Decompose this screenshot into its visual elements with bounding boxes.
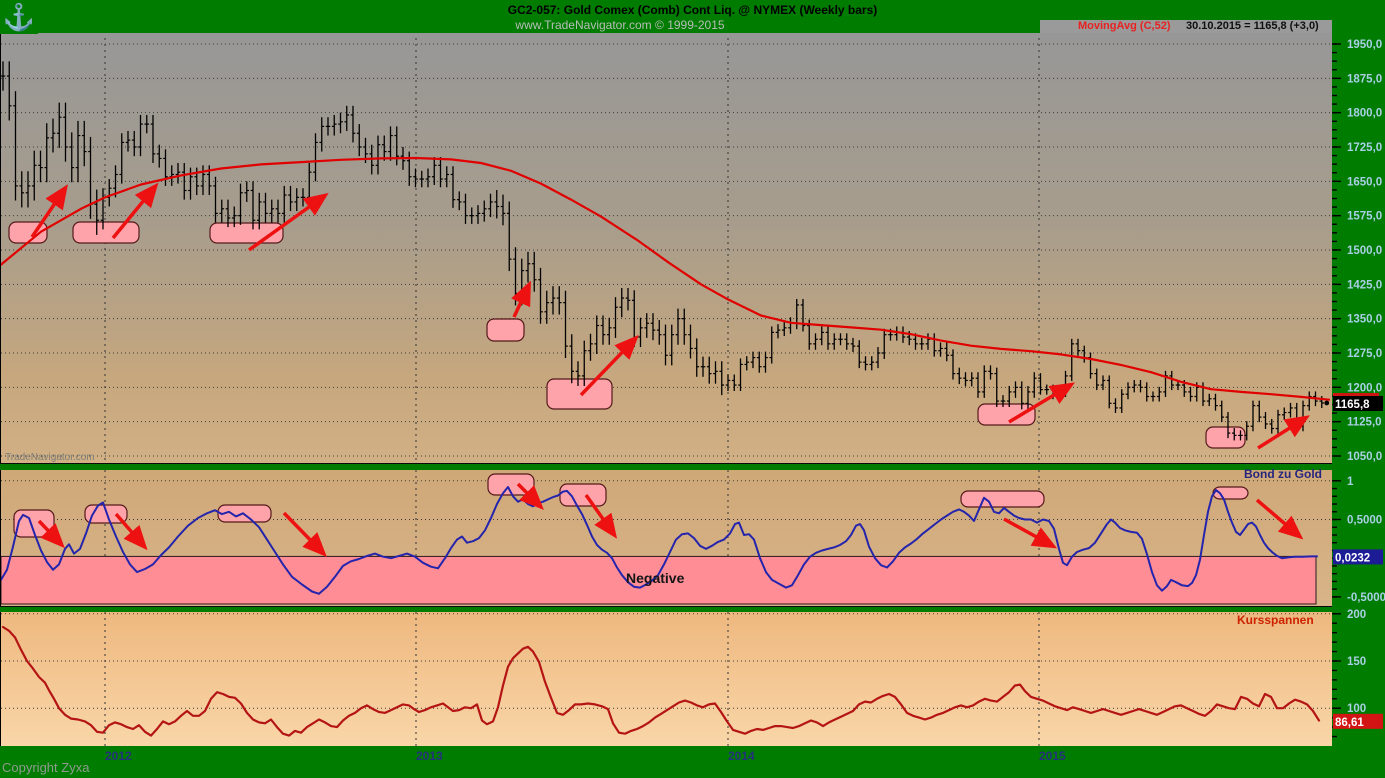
watermark: TradeNavigator.com [5, 452, 95, 463]
svg-text:1125,0: 1125,0 [1347, 417, 1382, 429]
price-chart[interactable] [1, 33, 1331, 463]
svg-text:1050,0: 1050,0 [1347, 451, 1382, 463]
copyright-text: Copyright Zyxa [2, 760, 90, 775]
axis-scale[interactable]: 1950,01875,01800,01725,01650,01575,01500… [1332, 0, 1385, 778]
chart-subtitle: www.TradeNavigator.com © 1999-2015 [515, 18, 725, 32]
moving-average-legend[interactable]: MovingAvg (C,52) [1078, 20, 1171, 32]
price-panel[interactable]: TradeNavigator.com [0, 33, 1333, 463]
price-axis[interactable]: 1950,0 1875,0 1800,0 1725,0 1650,0 1575,0 1500… [1332, 0, 1385, 778]
svg-text:1165,8: 1165,8 [1335, 399, 1370, 411]
bond-gold-panel[interactable]: Bond zu Gold Negative [0, 467, 1333, 606]
svg-text:1275,0: 1275,0 [1347, 348, 1382, 360]
svg-text:200: 200 [1347, 609, 1366, 621]
svg-text:1500,0: 1500,0 [1347, 245, 1382, 257]
year-label: 2013 [416, 749, 443, 763]
svg-text:150: 150 [1347, 656, 1366, 668]
kursspannen-chart[interactable] [1, 612, 1331, 746]
svg-text:1575,0: 1575,0 [1347, 211, 1382, 223]
legend-bar: MovingAvg (C,52) 30.10.2015 = 1165,8 (+3… [1040, 20, 1332, 33]
bond-gold-chart[interactable] [1, 470, 1331, 606]
chart-header: GC2-057: Gold Comex (Comb) Cont Liq. @ N… [0, 0, 1385, 33]
svg-text:0,5000: 0,5000 [1347, 515, 1382, 527]
svg-text:100: 100 [1347, 703, 1366, 715]
svg-text:1800,0: 1800,0 [1347, 108, 1382, 120]
svg-text:1950,0: 1950,0 [1347, 39, 1382, 51]
last-bar-status: 30.10.2015 = 1165,8 (+3,0) [1186, 20, 1319, 32]
svg-text:1725,0: 1725,0 [1347, 142, 1382, 154]
svg-text:1875,0: 1875,0 [1347, 73, 1382, 85]
year-label: 2012 [105, 749, 132, 763]
anchor-logo-icon: ⚓ [0, 0, 38, 34]
svg-text:-0,5000: -0,5000 [1347, 592, 1385, 604]
svg-text:1425,0: 1425,0 [1347, 279, 1382, 291]
svg-text:1: 1 [1347, 476, 1354, 488]
kursspannen-panel[interactable]: Kursspannen [0, 612, 1333, 746]
svg-text:86,61: 86,61 [1335, 717, 1364, 729]
bond-zu-gold-label[interactable]: Bond zu Gold [1244, 467, 1322, 481]
svg-text:1350,0: 1350,0 [1347, 314, 1382, 326]
negative-zone-label: Negative [626, 570, 685, 586]
year-label: 2014 [728, 749, 755, 763]
kursspannen-label[interactable]: Kursspannen [1237, 613, 1314, 627]
svg-text:1650,0: 1650,0 [1347, 176, 1382, 188]
chart-title: GC2-057: Gold Comex (Comb) Cont Liq. @ N… [507, 3, 878, 17]
svg-text:1200,0: 1200,0 [1347, 382, 1382, 394]
year-label: 2015 [1039, 749, 1066, 763]
time-axis-footer: 2012 2013 2014 2015 Copyright Zyxa [0, 746, 1385, 778]
svg-text:0,0232: 0,0232 [1335, 552, 1370, 564]
